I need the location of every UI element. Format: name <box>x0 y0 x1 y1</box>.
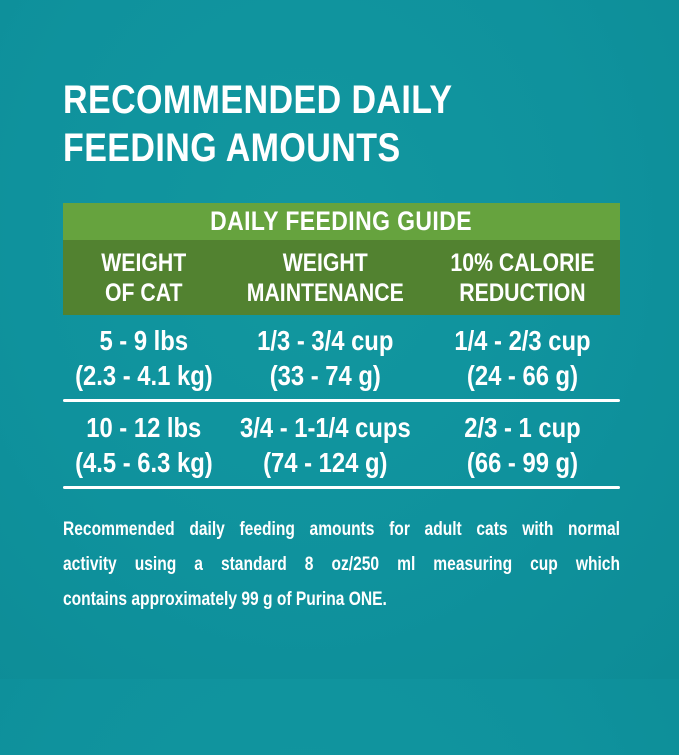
table-header-row: WEIGHT OF CAT WEIGHT MAINTENANCE 10% CAL… <box>63 240 620 315</box>
footnote: Recommended daily feeding amounts for ad… <box>63 512 620 617</box>
table-title-text: DAILY FEEDING GUIDE <box>210 206 473 236</box>
column-header-calorie-reduction: 10% CALORIE REDUCTION <box>450 248 595 307</box>
cell-maintenance-2: 3/4 - 1-1/4 cups (74 - 124 g) <box>239 412 411 478</box>
row-divider-2 <box>63 486 620 489</box>
table-title-bar: DAILY FEEDING GUIDE <box>63 203 620 240</box>
table-row-1: 5 - 9 lbs (2.3 - 4.1 kg) 1/3 - 3/4 cup (… <box>63 315 620 399</box>
cell-weight-2: 10 - 12 lbs (4.5 - 6.3 kg) <box>75 412 213 478</box>
cell-weight-1: 5 - 9 lbs (2.3 - 4.1 kg) <box>75 325 213 391</box>
page-title-line1: RECOMMENDED DAILY <box>63 78 453 122</box>
footnote-line3: contains approximately 99 g of Purina ON… <box>63 589 387 610</box>
column-header-weight-maintenance: WEIGHT MAINTENANCE <box>246 248 404 307</box>
cell-maintenance-1: 1/3 - 3/4 cup (33 - 74 g) <box>256 325 393 391</box>
footnote-line2: activity using a standard 8 oz/250 ml me… <box>63 554 620 575</box>
column-header-weight-of-cat: WEIGHT OF CAT <box>101 248 187 307</box>
page-title: RECOMMENDED DAILY FEEDING AMOUNTS <box>63 76 536 172</box>
row-divider-1 <box>63 399 620 402</box>
page-title-line2: FEEDING AMOUNTS <box>63 126 401 170</box>
cell-reduction-1: 1/4 - 2/3 cup (24 - 66 g) <box>454 325 591 391</box>
daily-feeding-guide-table: DAILY FEEDING GUIDE WEIGHT OF CAT WEIGHT… <box>63 203 620 489</box>
label-panel: RECOMMENDED DAILY FEEDING AMOUNTS DAILY … <box>0 76 679 617</box>
cell-reduction-2: 2/3 - 1 cup (66 - 99 g) <box>464 412 581 478</box>
table-row-2: 10 - 12 lbs (4.5 - 6.3 kg) 3/4 - 1-1/4 c… <box>63 402 620 486</box>
footnote-line1: Recommended daily feeding amounts for ad… <box>63 519 620 540</box>
